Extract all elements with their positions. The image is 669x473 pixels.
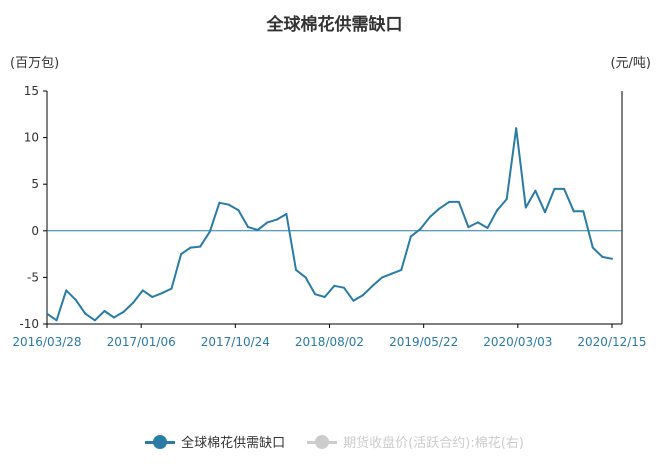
data-point bbox=[582, 210, 585, 213]
data-point bbox=[256, 228, 259, 231]
x-tick-label: 2018/08/02 bbox=[295, 335, 364, 349]
data-point bbox=[429, 215, 432, 218]
data-point bbox=[563, 187, 566, 190]
data-point bbox=[553, 187, 556, 190]
data-point bbox=[266, 221, 269, 224]
data-point bbox=[486, 227, 489, 229]
data-point bbox=[611, 257, 613, 260]
data-point bbox=[285, 213, 288, 215]
data-point bbox=[448, 200, 451, 203]
data-point bbox=[122, 310, 125, 313]
legend-item-series-1[interactable]: 全球棉花供需缺口 bbox=[145, 432, 285, 451]
data-point bbox=[93, 319, 96, 322]
data-point bbox=[65, 289, 68, 292]
x-tick-label: 2016/03/28 bbox=[12, 335, 81, 349]
chart-title: 全球棉花供需缺口 bbox=[266, 15, 403, 35]
y-tick-label: 5 bbox=[31, 177, 39, 191]
data-point bbox=[409, 235, 412, 238]
data-point bbox=[132, 301, 135, 304]
data-point bbox=[505, 198, 508, 201]
data-point bbox=[515, 127, 518, 130]
data-point bbox=[362, 294, 364, 297]
data-point bbox=[467, 226, 470, 229]
y-tick-label: 0 bbox=[31, 224, 39, 238]
data-point bbox=[476, 221, 479, 224]
data-point bbox=[55, 319, 58, 322]
data-point bbox=[180, 253, 183, 256]
data-point bbox=[381, 276, 384, 279]
series-line-supply-demand-gap bbox=[46, 127, 613, 322]
data-point bbox=[304, 276, 307, 279]
data-point bbox=[438, 207, 441, 210]
data-point bbox=[400, 268, 403, 271]
legend: 全球棉花供需缺口 期货收盘价(活跃合约):棉花(右) bbox=[0, 432, 669, 451]
y-tick-label: 15 bbox=[24, 84, 39, 98]
legend-label-series-1: 全球棉花供需缺口 bbox=[181, 436, 286, 451]
data-point bbox=[314, 293, 317, 296]
x-tick-label: 2017/01/06 bbox=[107, 335, 176, 349]
legend-item-series-2[interactable]: 期货收盘价(活跃合约):棉花(右) bbox=[307, 432, 524, 451]
x-tick-label: 2020/12/15 bbox=[577, 335, 646, 349]
y-tick-label: -10 bbox=[19, 317, 39, 331]
legend-label-series-2: 期货收盘价(活跃合约):棉花(右) bbox=[343, 436, 524, 451]
data-point bbox=[390, 272, 393, 275]
data-point bbox=[46, 312, 48, 315]
data-point bbox=[496, 209, 499, 212]
x-tick-label: 2019/05/22 bbox=[389, 335, 458, 349]
data-point bbox=[572, 210, 575, 213]
data-point bbox=[141, 289, 144, 292]
data-point bbox=[84, 312, 87, 315]
data-point bbox=[151, 296, 154, 298]
data-point bbox=[275, 218, 278, 221]
data-point bbox=[189, 246, 192, 249]
y-tick-label: -5 bbox=[27, 270, 39, 284]
data-point bbox=[295, 268, 297, 271]
data-point bbox=[218, 201, 221, 204]
data-point bbox=[457, 200, 460, 203]
data-point bbox=[103, 310, 106, 312]
data-point bbox=[544, 211, 546, 214]
data-point bbox=[208, 230, 211, 233]
data-point bbox=[227, 203, 230, 206]
data-point bbox=[591, 246, 594, 249]
data-point bbox=[74, 298, 77, 301]
legend-swatch-series-2 bbox=[307, 434, 338, 449]
data-point bbox=[247, 226, 250, 229]
data-point bbox=[199, 245, 202, 248]
data-point bbox=[170, 287, 173, 290]
data-point bbox=[371, 284, 374, 287]
data-point bbox=[333, 284, 336, 287]
data-point bbox=[352, 299, 355, 302]
x-tick-label: 2020/03/03 bbox=[483, 335, 552, 349]
legend-swatch-series-1 bbox=[145, 434, 176, 449]
data-point bbox=[323, 296, 326, 298]
data-point bbox=[113, 316, 115, 319]
data-point bbox=[342, 286, 345, 289]
data-point bbox=[601, 255, 604, 258]
data-point bbox=[419, 227, 422, 230]
data-point bbox=[524, 206, 527, 209]
right-axis-unit: (元/吨) bbox=[610, 56, 651, 71]
y-tick-label: 10 bbox=[24, 131, 39, 145]
x-tick-label: 2017/10/24 bbox=[201, 335, 270, 349]
data-point bbox=[237, 209, 240, 212]
data-point bbox=[160, 292, 163, 295]
left-axis-unit: (百万包) bbox=[10, 56, 60, 71]
data-point bbox=[534, 189, 537, 192]
